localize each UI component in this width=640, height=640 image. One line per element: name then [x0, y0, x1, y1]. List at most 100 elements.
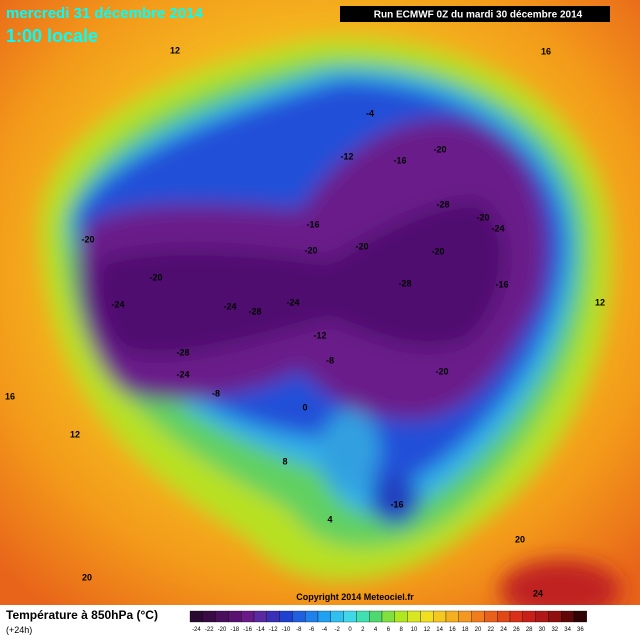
- legend-swatch: [369, 610, 383, 623]
- contour-label: -24: [286, 297, 299, 307]
- legend-swatch: [407, 610, 421, 623]
- legend-swatch: [202, 610, 216, 623]
- contour-label: -20: [433, 144, 446, 154]
- legend-swatch: [497, 610, 511, 623]
- legend-label: 10: [411, 627, 418, 633]
- contour-label: 8: [282, 456, 287, 466]
- contour-label: -28: [248, 306, 261, 316]
- legend-swatch: [356, 610, 370, 623]
- legend-label: -4: [322, 627, 328, 633]
- legend-swatch: [305, 610, 319, 623]
- contour-label: 0: [302, 402, 307, 412]
- legend-label: 30: [539, 627, 546, 633]
- contour-label: -4: [366, 108, 374, 118]
- legend-swatch: [484, 610, 498, 623]
- legend-label: 18: [462, 627, 469, 633]
- legend-title: Température à 850hPa (°C): [6, 608, 158, 622]
- contour-label: -12: [340, 151, 353, 161]
- contour-label: -16: [393, 155, 406, 165]
- legend-label: -12: [269, 627, 278, 633]
- legend-label: 14: [436, 627, 443, 633]
- temperature-field: [40, 39, 620, 620]
- contour-label: -20: [476, 212, 489, 222]
- contour-label: 24: [533, 588, 543, 598]
- legend-label: 26: [513, 627, 520, 633]
- legend-swatch: [330, 610, 344, 623]
- legend-swatch: [381, 610, 395, 623]
- contour-label: 16: [541, 46, 551, 56]
- legend-swatch: [561, 610, 575, 623]
- legend-label: -2: [335, 627, 341, 633]
- legend-label: 12: [423, 627, 430, 633]
- contour-label: -24: [223, 301, 236, 311]
- contour-label: -28: [176, 347, 189, 357]
- contour-label: -28: [398, 278, 411, 288]
- contour-label: -16: [495, 279, 508, 289]
- contour-label: -28: [436, 199, 449, 209]
- legend-swatch: [445, 610, 459, 623]
- contour-label: 12: [70, 429, 80, 439]
- legend-swatch: [509, 610, 523, 623]
- contour-label: -16: [390, 499, 403, 509]
- contour-label: -20: [435, 366, 448, 376]
- legend-step: (+24h): [6, 625, 32, 635]
- contour-label: -24: [176, 369, 189, 379]
- contour-label: 12: [595, 297, 605, 307]
- legend-swatch: [573, 610, 587, 623]
- contour-label: 16: [5, 391, 15, 401]
- legend-label: -10: [282, 627, 291, 633]
- run-label: Run ECMWF 0Z du mardi 30 décembre 2014: [374, 10, 583, 21]
- legend-label: 28: [526, 627, 533, 633]
- legend-swatch: [317, 610, 331, 623]
- contour-label: -20: [304, 245, 317, 255]
- contour-label: -8: [212, 388, 220, 398]
- legend-label: -14: [256, 627, 265, 633]
- contour-label: -24: [111, 299, 124, 309]
- contour-label: -24: [491, 223, 504, 233]
- contour-label: 4: [327, 514, 332, 524]
- legend-label: -6: [309, 627, 315, 633]
- legend-label: -8: [296, 627, 302, 633]
- legend-swatch: [228, 610, 242, 623]
- footer-bar: [0, 605, 640, 640]
- map-time: 1:00 locale: [6, 26, 98, 46]
- legend-swatch: [535, 610, 549, 623]
- copyright: Copyright 2014 Meteociel.fr: [296, 592, 414, 602]
- legend-swatch: [471, 610, 485, 623]
- legend-swatch: [189, 610, 203, 623]
- legend-swatch: [548, 610, 562, 623]
- contour-label: -20: [81, 234, 94, 244]
- legend-label: -22: [205, 627, 214, 633]
- legend-label: 2: [361, 627, 365, 633]
- contour-label: 20: [515, 534, 525, 544]
- legend-swatch: [458, 610, 472, 623]
- contour-label: 20: [82, 572, 92, 582]
- legend-label: 0: [348, 627, 352, 633]
- legend-swatch: [343, 610, 357, 623]
- legend-label: 16: [449, 627, 456, 633]
- legend-label: -20: [218, 627, 227, 633]
- legend-label: 20: [475, 627, 482, 633]
- legend-swatch: [215, 610, 229, 623]
- legend-label: -16: [243, 627, 252, 633]
- contour-label: -12: [313, 330, 326, 340]
- legend-label: 4: [374, 627, 378, 633]
- legend-label: -24: [192, 627, 201, 633]
- contour-label: -20: [355, 241, 368, 251]
- legend-label: 24: [500, 627, 507, 633]
- legend-swatch: [420, 610, 434, 623]
- map-title: mercredi 31 décembre 2014: [6, 5, 203, 22]
- legend-label: 32: [551, 627, 558, 633]
- contour-label: -16: [306, 219, 319, 229]
- contour-label: -8: [326, 355, 334, 365]
- legend-swatch: [433, 610, 447, 623]
- legend-label: 6: [387, 627, 391, 633]
- legend-swatch: [522, 610, 536, 623]
- legend-label: 34: [564, 627, 571, 633]
- legend-swatch: [241, 610, 255, 623]
- contour-label: -20: [431, 246, 444, 256]
- legend-swatch: [279, 610, 293, 623]
- legend-label: 36: [577, 627, 584, 633]
- legend-swatch: [292, 610, 306, 623]
